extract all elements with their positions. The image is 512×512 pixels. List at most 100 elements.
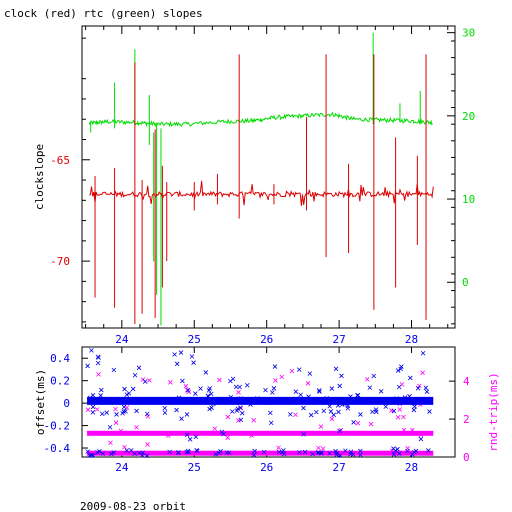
bottom-y2tick-label: 0 (463, 451, 470, 464)
offset-point (307, 371, 313, 376)
top-xtick-label: 24 (115, 333, 129, 346)
offset-point (413, 448, 419, 454)
offset-point (126, 391, 132, 396)
offset-point (271, 386, 277, 391)
rndtrip-point (94, 407, 100, 412)
offset-point (345, 405, 351, 411)
rndtrip-point (236, 390, 241, 395)
rndtrip-point (217, 377, 222, 383)
offset-point (370, 409, 375, 415)
offset-point (415, 385, 421, 391)
bottom-xtick-label: 24 (115, 461, 129, 474)
offset-point (253, 399, 259, 405)
rndtrip-point (134, 425, 139, 430)
offset-point (193, 434, 199, 440)
top-ytick-label: -65 (50, 154, 70, 167)
offset-point (119, 398, 125, 404)
offset-point (230, 376, 236, 382)
offset-point (353, 398, 359, 403)
offset-point (272, 364, 278, 369)
offset-point (104, 410, 109, 415)
top-y2tick-label: 30 (462, 27, 475, 40)
offset-point (348, 449, 354, 455)
bottom-xtick-label: 28 (405, 461, 418, 474)
rndtrip-point (145, 442, 150, 447)
offset-point (251, 452, 257, 458)
offset-point (314, 409, 319, 415)
top-xtick-label: 28 (405, 333, 418, 346)
offset-point (95, 360, 101, 366)
offset-point (267, 400, 272, 406)
offset-point (233, 384, 239, 390)
offset-point (207, 406, 212, 412)
offset-point (383, 404, 389, 409)
offset-point (111, 450, 116, 455)
offset-point (203, 370, 209, 375)
offset-point (180, 378, 185, 384)
top-plot-frame (81, 25, 456, 329)
rndtrip-point (368, 421, 374, 427)
offset-point (412, 404, 417, 409)
offset-point (211, 401, 216, 407)
offset-point (337, 453, 343, 458)
offset-point (331, 412, 337, 418)
offset-point (424, 389, 430, 395)
offset-point (268, 410, 273, 416)
offset-point (198, 386, 203, 391)
offset-point (228, 394, 234, 400)
rndtrip-point (225, 414, 231, 420)
offset-point (288, 412, 293, 417)
offset-point (420, 350, 426, 356)
bottom-panel: offset(ms) rnd-trip(ms) 24 25 26 27 280.40.2… (34, 346, 500, 474)
offset-point (337, 383, 343, 389)
offset-point (306, 394, 311, 399)
offset-point (355, 393, 360, 398)
rndtrip-point (249, 433, 254, 438)
offset-point (121, 409, 126, 414)
offset-point (391, 452, 397, 457)
top-y2tick-label: 0 (462, 276, 469, 289)
offset-point (252, 448, 257, 454)
rndtrip-point (320, 446, 326, 451)
offset-point (95, 450, 100, 455)
top-panel: clockslope 24 25 26 27 28 -65 -70 0 10 20 30 (33, 25, 475, 346)
bottom-ytick-label: 0 (63, 397, 70, 410)
offset-point (343, 448, 348, 454)
offset-point (255, 396, 260, 401)
offset-point (261, 449, 267, 455)
offset-point (98, 393, 104, 398)
offset-point (310, 451, 315, 457)
offset-point (123, 408, 128, 414)
offset-point (132, 372, 138, 378)
offset-point (296, 367, 302, 372)
offset-point (235, 406, 241, 412)
offset-point (142, 379, 148, 384)
rndtrip-point (85, 407, 91, 412)
offset-point (398, 366, 404, 372)
offset-point (298, 392, 303, 398)
offset-point (144, 453, 150, 458)
offset-point (238, 405, 243, 411)
offset-point (418, 436, 424, 442)
top-ylabel: clockslope (33, 144, 46, 210)
offset-point (324, 396, 330, 401)
rndtrip-point (225, 435, 230, 440)
offset-point (237, 396, 242, 402)
offset-point (99, 387, 104, 393)
rndtrip-point (276, 445, 281, 451)
offset-point (333, 448, 338, 454)
rndtrip-point (122, 444, 127, 450)
offset-point (333, 366, 339, 372)
rndtrip-point (420, 370, 425, 376)
rndtrip-point (108, 440, 113, 446)
offset-point (134, 408, 139, 414)
offset-point (301, 397, 306, 402)
offset-point (221, 431, 226, 437)
rndtrip-point (96, 372, 101, 377)
rndtrip-point (183, 384, 189, 389)
offset-point (162, 410, 168, 416)
offset-point (206, 388, 212, 393)
rndtrip-point (293, 412, 298, 418)
offset-point (130, 386, 136, 392)
offset-point (89, 399, 95, 405)
